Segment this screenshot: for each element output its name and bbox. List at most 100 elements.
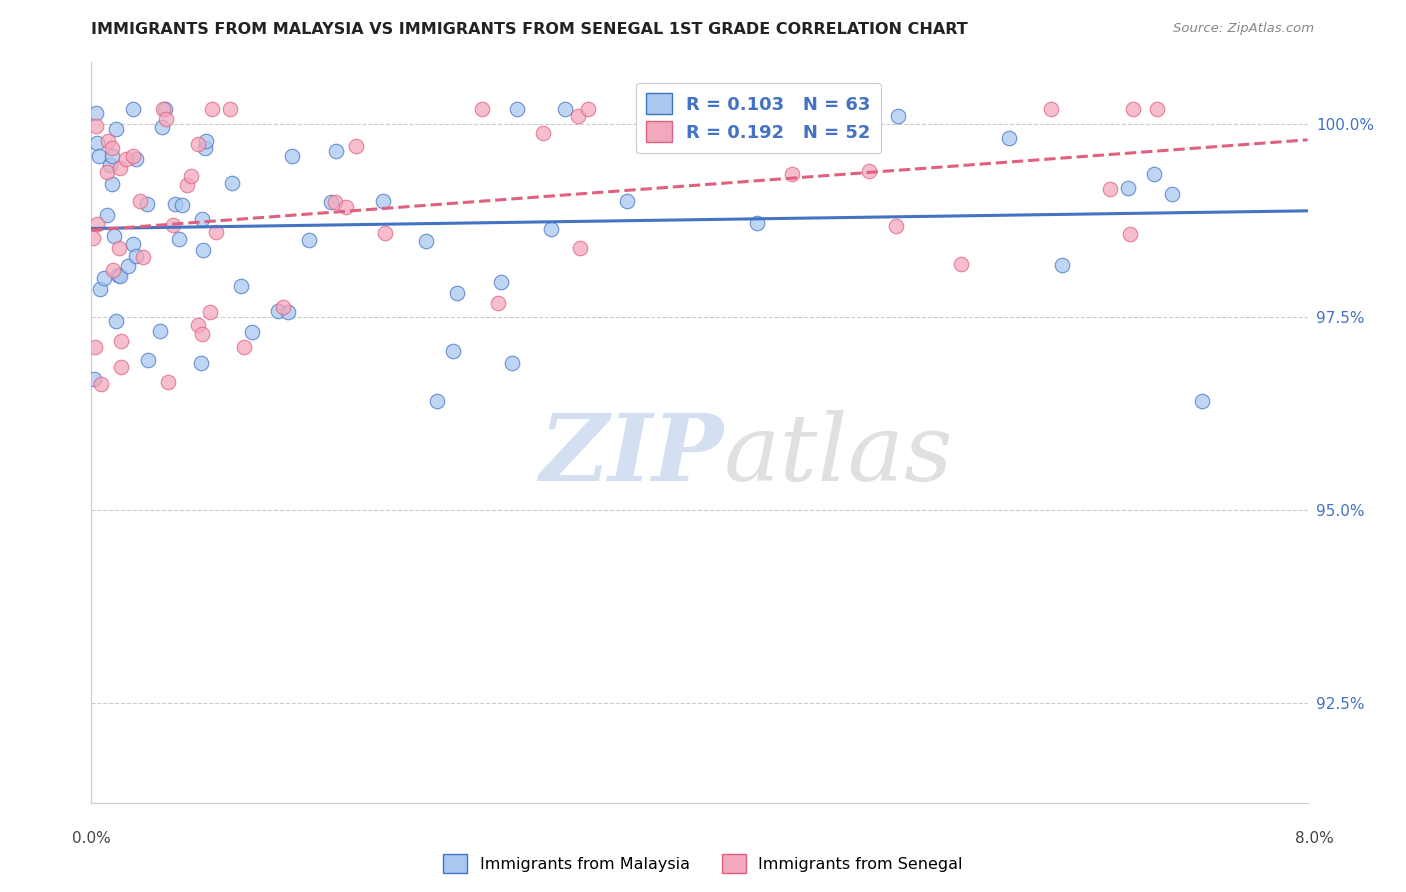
Text: atlas: atlas xyxy=(724,409,953,500)
Point xyxy=(84,119,107,133)
Point xyxy=(201,102,224,116)
Point xyxy=(84,340,107,354)
Point xyxy=(122,236,145,251)
Point xyxy=(163,197,186,211)
Point xyxy=(325,195,347,210)
Point xyxy=(506,102,529,116)
Point xyxy=(219,102,242,116)
Point xyxy=(267,303,290,318)
Point xyxy=(93,271,115,285)
Point xyxy=(187,136,209,151)
Point xyxy=(176,178,198,192)
Text: Source: ZipAtlas.com: Source: ZipAtlas.com xyxy=(1174,22,1315,36)
Point xyxy=(231,279,253,293)
Point xyxy=(426,393,449,408)
Point xyxy=(97,134,120,148)
Text: 8.0%: 8.0% xyxy=(1295,831,1334,847)
Point xyxy=(277,305,299,319)
Point xyxy=(162,219,184,233)
Point xyxy=(1160,187,1182,202)
Point xyxy=(949,257,972,271)
Point xyxy=(1099,182,1122,196)
Point xyxy=(124,249,146,263)
Point xyxy=(115,153,138,167)
Point xyxy=(1116,180,1139,194)
Point xyxy=(82,231,104,245)
Point xyxy=(101,149,124,163)
Point xyxy=(531,126,554,140)
Point xyxy=(540,221,562,235)
Point xyxy=(374,226,396,240)
Point xyxy=(281,149,304,163)
Point xyxy=(195,134,218,148)
Point xyxy=(858,164,880,178)
Point xyxy=(180,169,202,184)
Point xyxy=(446,286,468,301)
Point xyxy=(567,109,589,123)
Point xyxy=(319,194,342,209)
Point xyxy=(335,200,357,214)
Point xyxy=(129,194,152,208)
Point xyxy=(1119,227,1142,241)
Point xyxy=(135,197,157,211)
Point xyxy=(1146,102,1168,116)
Point xyxy=(124,152,146,166)
Text: 0.0%: 0.0% xyxy=(72,831,111,847)
Point xyxy=(1191,394,1213,409)
Point xyxy=(117,259,139,273)
Point xyxy=(90,376,112,391)
Point xyxy=(194,140,217,154)
Point xyxy=(96,165,118,179)
Point xyxy=(110,334,132,348)
Point xyxy=(554,102,576,116)
Point xyxy=(86,136,108,150)
Point xyxy=(122,102,145,116)
Point xyxy=(205,225,228,239)
Point xyxy=(110,359,132,374)
Point xyxy=(96,208,118,222)
Point xyxy=(155,112,177,126)
Point xyxy=(84,105,107,120)
Point xyxy=(325,145,347,159)
Point xyxy=(616,194,638,208)
Point xyxy=(501,356,523,370)
Point xyxy=(193,244,215,258)
Point xyxy=(98,158,121,172)
Point xyxy=(471,102,494,116)
Point xyxy=(86,217,108,231)
Point xyxy=(491,275,513,289)
Point xyxy=(152,102,174,116)
Point xyxy=(273,301,295,315)
Point xyxy=(755,116,778,130)
Point xyxy=(441,343,464,358)
Point xyxy=(486,296,509,310)
Point xyxy=(107,242,129,256)
Point xyxy=(167,232,190,246)
Point xyxy=(101,178,124,192)
Point xyxy=(110,268,132,283)
Point xyxy=(132,250,155,264)
Point xyxy=(83,372,105,386)
Point xyxy=(198,305,221,319)
Point xyxy=(105,314,128,328)
Point xyxy=(121,149,143,163)
Point xyxy=(998,131,1021,145)
Point xyxy=(298,233,321,247)
Point xyxy=(884,219,907,233)
Point xyxy=(156,375,179,389)
Point xyxy=(221,176,243,190)
Point xyxy=(578,102,600,116)
Point xyxy=(240,325,263,339)
Point xyxy=(1052,258,1074,272)
Legend: R = 0.103   N = 63, R = 0.192   N = 52: R = 0.103 N = 63, R = 0.192 N = 52 xyxy=(636,83,882,153)
Point xyxy=(190,326,212,341)
Point xyxy=(780,167,803,181)
Point xyxy=(149,324,172,338)
Point xyxy=(110,161,132,175)
Point xyxy=(138,353,160,368)
Point xyxy=(155,102,177,116)
Point xyxy=(150,120,173,135)
Point xyxy=(747,216,769,230)
Point xyxy=(191,211,214,226)
Point xyxy=(1143,167,1166,181)
